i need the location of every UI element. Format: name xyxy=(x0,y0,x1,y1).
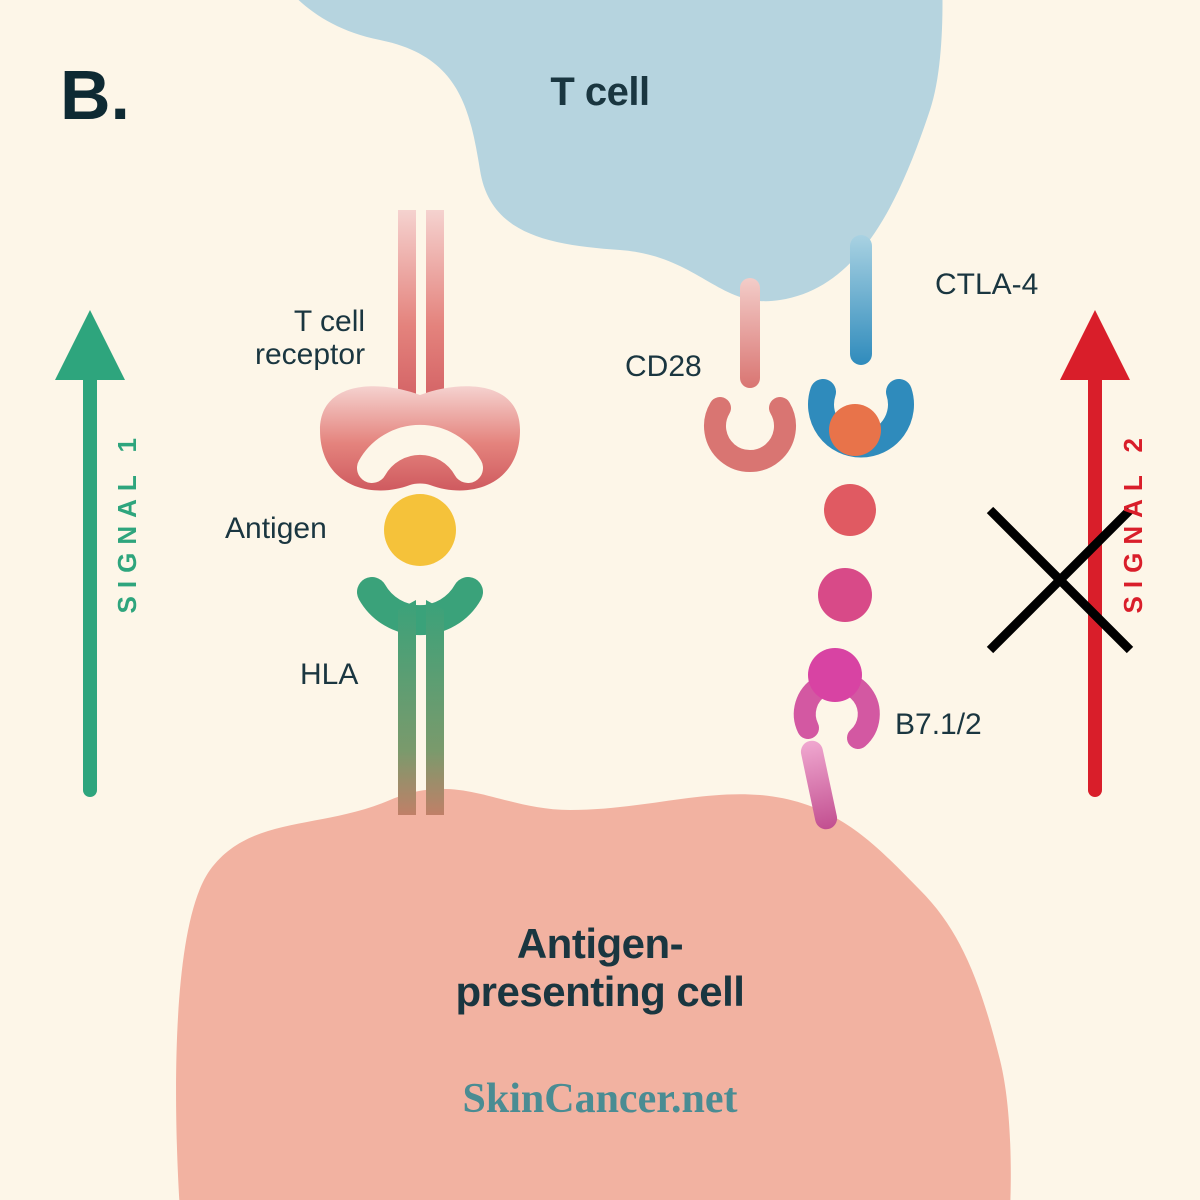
b7-label: B7.1/2 xyxy=(895,708,982,742)
t-cell-label: T cell xyxy=(400,70,800,115)
signal-1-label: SIGNAL 1 xyxy=(112,430,143,613)
signal-dots xyxy=(808,404,881,702)
attribution-text: SkinCancer.net xyxy=(0,1075,1200,1123)
t-cell-shape xyxy=(260,0,943,301)
cd28-label: CD28 xyxy=(625,350,702,384)
cd28-receptor xyxy=(715,278,785,461)
hla-label: HLA xyxy=(300,658,358,692)
antigen-dot xyxy=(384,494,456,566)
diagram-scene xyxy=(0,0,1200,1200)
panel-label: B. xyxy=(60,55,130,135)
hla-receptor xyxy=(372,592,468,815)
cross-icon xyxy=(990,510,1130,650)
signal-2-label: SIGNAL 2 xyxy=(1118,430,1149,613)
apc-label: Antigen- presenting cell xyxy=(300,920,900,1017)
antigen-label: Antigen xyxy=(225,512,327,546)
tcr-label: T cell receptor xyxy=(255,305,365,371)
ctla4-label: CTLA-4 xyxy=(935,268,1038,302)
